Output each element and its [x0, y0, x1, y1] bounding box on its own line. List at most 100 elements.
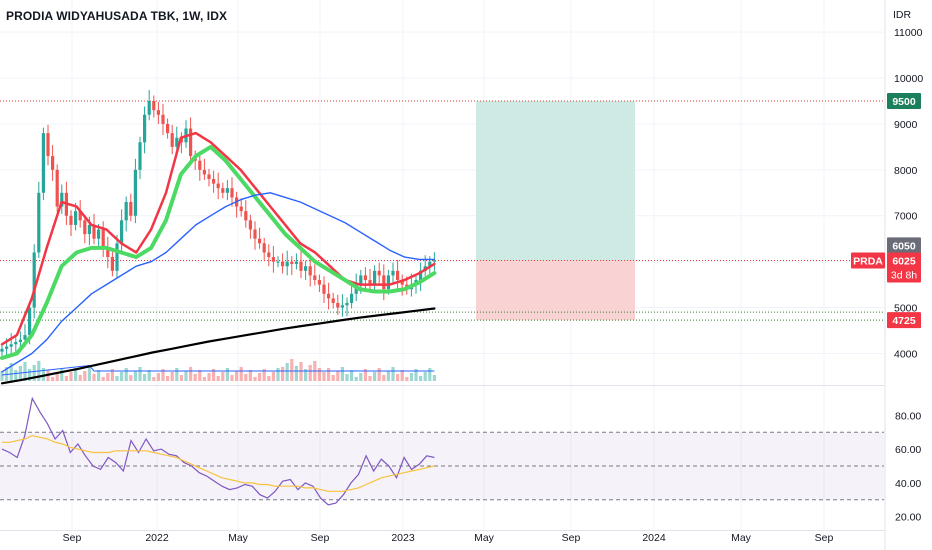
candle-body	[138, 142, 142, 170]
candle-body	[32, 252, 36, 308]
volume-bar	[101, 377, 105, 381]
volume-bar	[28, 369, 32, 381]
volume-bar	[285, 363, 289, 381]
candle-body	[419, 270, 423, 281]
volume-bar	[202, 377, 206, 381]
time-tick-label: Sep	[815, 532, 834, 544]
volume-bar	[281, 367, 285, 381]
candle-body	[359, 275, 363, 285]
candle-body	[60, 192, 64, 207]
time-tick-label: 2022	[145, 532, 169, 544]
candle-body	[133, 169, 137, 216]
volume-bar	[115, 376, 119, 381]
volume-bar	[267, 376, 271, 381]
stop-zone	[476, 260, 635, 321]
volume-bar	[363, 369, 367, 381]
volume-bar	[239, 367, 243, 381]
candle-body	[175, 137, 179, 147]
horizontal-levels[interactable]	[0, 100, 884, 321]
volume-bar	[193, 374, 197, 381]
volume-bar	[207, 373, 211, 381]
candle-body	[336, 302, 340, 308]
candle-body	[285, 261, 289, 267]
position-zones[interactable]	[476, 100, 635, 321]
rsi-line	[2, 434, 435, 492]
candle-body	[212, 179, 216, 184]
candle-body	[129, 201, 133, 216]
volume-bar	[110, 369, 114, 381]
volume-bar	[133, 371, 137, 381]
candle-body	[28, 307, 32, 336]
symbol-badge: PRDA	[853, 256, 883, 268]
candle-body	[299, 261, 303, 271]
candle-body	[152, 100, 156, 111]
price-tick-label: 7000	[894, 211, 918, 223]
volume-bar	[161, 369, 165, 381]
volume-bar	[331, 375, 335, 381]
candle-body	[363, 275, 367, 281]
volume-bar	[386, 371, 390, 381]
candle-body	[18, 339, 22, 342]
volume-bar	[9, 363, 13, 381]
volume-bar	[409, 373, 413, 381]
volume-bar	[87, 367, 91, 381]
upper-price-badge-bg	[887, 237, 921, 254]
candle-body	[207, 174, 211, 180]
price-tick-label: 11000	[894, 27, 923, 39]
candle-body	[166, 123, 170, 134]
volume-bar	[124, 368, 128, 381]
time-tick-label: Sep	[311, 532, 330, 544]
volume-bar	[69, 372, 73, 381]
candle-body	[0, 348, 4, 352]
volume-bar	[428, 368, 432, 381]
volume-bar	[258, 373, 262, 381]
candle-body	[216, 183, 220, 189]
candle-body	[391, 270, 395, 276]
candle-body	[221, 188, 225, 193]
volume-bar	[336, 371, 340, 381]
candle-body	[69, 215, 73, 225]
candle-body	[340, 305, 344, 308]
candle-body	[23, 335, 27, 340]
volume-bar	[156, 373, 160, 381]
volume-bar	[322, 372, 326, 381]
last-price-badge-bg	[887, 252, 921, 283]
candle-body	[83, 220, 87, 235]
symbol-badge-bg	[851, 252, 885, 269]
volume-bar	[235, 371, 239, 381]
volume-bar	[345, 374, 349, 381]
candle-body	[110, 257, 114, 271]
volume-bar	[83, 371, 87, 381]
candle-body	[313, 275, 317, 281]
candle-body	[230, 188, 234, 198]
volume-bar	[166, 376, 170, 381]
volume-bar	[294, 366, 298, 381]
candle-body	[147, 100, 151, 115]
volume-ma-line	[1, 364, 435, 376]
candle-body	[51, 156, 55, 170]
volume-bar	[359, 373, 363, 381]
candle-body	[244, 211, 248, 221]
candle-body	[248, 220, 252, 230]
upper-price-badge: 6050	[892, 240, 916, 252]
volume-bar	[340, 367, 344, 381]
candle-body	[276, 261, 280, 263]
volume-bar	[368, 376, 372, 381]
volume-bar	[354, 377, 358, 381]
volume-bar	[0, 371, 4, 381]
target-price-badge-bg	[887, 92, 921, 109]
volume-bar	[400, 370, 404, 381]
volume-bar	[138, 367, 142, 381]
rsi-tick-label: 80.00	[895, 410, 921, 422]
candle-body	[202, 169, 206, 175]
volume-bar	[14, 370, 18, 381]
volume-bar	[271, 372, 275, 381]
rsi-tick-label: 40.00	[895, 478, 921, 490]
countdown-badge: 3d 8h	[891, 270, 917, 282]
candle-body	[428, 261, 432, 267]
volume-bar	[60, 369, 64, 381]
target-price-badge: 9500	[892, 96, 916, 108]
moving-average-line	[1, 192, 436, 373]
volume-bar	[423, 372, 427, 381]
